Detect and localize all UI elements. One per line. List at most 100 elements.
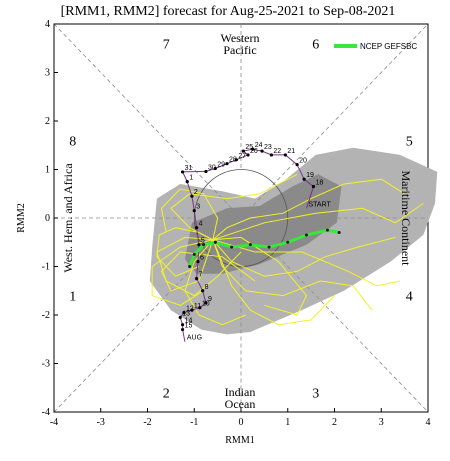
- observed-point-label: 21: [287, 148, 295, 155]
- x-tick-label: 3: [379, 417, 384, 428]
- observed-point-label: 19: [306, 172, 314, 179]
- y-tick-label: 4: [45, 19, 50, 30]
- chart-title: [RMM1, RMM2] forecast for Aug-25-2021 to…: [61, 4, 396, 19]
- y-tick-label: 2: [45, 116, 50, 127]
- observed-point: [194, 226, 199, 230]
- region-top-line2: Pacific: [223, 43, 256, 57]
- observed-point: [190, 308, 194, 312]
- observed-point: [194, 277, 199, 281]
- observed-point-label: 2: [194, 189, 198, 196]
- observed-point: [246, 153, 250, 157]
- observed-point-label: 10: [202, 301, 210, 308]
- region-bottom-line1: Indian: [225, 385, 256, 399]
- diagonal-line: [53, 23, 429, 413]
- x-tick-label: 1: [285, 417, 290, 428]
- region-labels: Western Pacific Indian Ocean West. Hem. …: [61, 31, 413, 411]
- observed-point-label: 13: [182, 310, 190, 317]
- ensemble-mean-point: [213, 240, 217, 244]
- observed-point: [269, 153, 273, 157]
- member-line: [160, 239, 256, 292]
- phase-label: 6: [312, 37, 319, 52]
- observed-point-label: 31: [185, 165, 193, 172]
- member-line: [212, 239, 373, 311]
- observed-point: [196, 260, 200, 264]
- member-line: [160, 188, 219, 240]
- x-tick-label: -3: [97, 417, 105, 428]
- member-line: [170, 173, 298, 241]
- spread-inner: [184, 174, 342, 274]
- member-line: [212, 236, 308, 316]
- ensemble-mean-point: [304, 233, 308, 237]
- legend-label: NCEP GEFSBC: [360, 42, 417, 51]
- y-tick-label: -1: [42, 262, 50, 273]
- observed-point-label: 27: [238, 153, 246, 160]
- ensemble-mean-line: [188, 240, 216, 268]
- observed-point: [178, 315, 182, 320]
- phase-guides: [53, 23, 429, 413]
- phase-label: 8: [69, 134, 76, 149]
- ensemble-mean-point: [188, 265, 192, 268]
- member-line: [156, 236, 242, 297]
- observed-point-label: 30: [208, 164, 216, 171]
- ensemble-members: [151, 173, 424, 326]
- x-axis-label: RMM1: [225, 435, 254, 446]
- phase-label: 7: [163, 37, 170, 52]
- observed-point-label: 14: [185, 318, 193, 325]
- observed-point-label: 25: [245, 144, 253, 151]
- x-tick-label: 4: [426, 417, 431, 428]
- region-left: West. Hem. and Africa: [61, 163, 75, 273]
- observed-point-label: 20: [299, 158, 307, 165]
- observed-point-label: 9: [208, 296, 212, 303]
- observed-point-label: 23: [264, 144, 272, 151]
- observed-point-label: 8: [205, 284, 209, 291]
- observed-point-label: 18: [315, 179, 323, 186]
- legend: NCEP GEFSBC: [334, 42, 417, 51]
- ensemble-mean-point: [192, 252, 196, 256]
- y-tick-label: 3: [45, 68, 50, 79]
- observed-point: [204, 301, 208, 305]
- member-line: [212, 239, 401, 287]
- phase-label: 5: [406, 134, 413, 149]
- observed-point: [251, 147, 255, 151]
- observed-point-label: 1: [189, 175, 193, 182]
- ensemble-mean-point: [230, 245, 234, 249]
- x-tick-label: -2: [143, 417, 151, 428]
- y-tick-label: 1: [45, 165, 50, 176]
- observed-point: [234, 158, 238, 162]
- ensemble-mean-point: [325, 228, 329, 232]
- observed-point: [204, 169, 208, 174]
- observed-point: [283, 153, 288, 157]
- observed-point-label: 28: [229, 157, 237, 164]
- ensemble-mean-point: [337, 231, 341, 235]
- ensemble-mean-line: [214, 228, 340, 249]
- observed-point: [197, 243, 201, 247]
- member-line: [184, 239, 246, 326]
- x-tick-label: -4: [50, 417, 58, 428]
- observed-point: [185, 180, 189, 184]
- x-tick-label: -1: [190, 417, 198, 428]
- observed-point-label: 29: [217, 162, 225, 169]
- region-top-line1: Western: [220, 31, 259, 45]
- observed-point: [180, 323, 185, 327]
- observed-point-label: 26: [250, 148, 258, 155]
- observed-point-label: 22: [273, 148, 281, 155]
- phase-label: 4: [406, 290, 413, 305]
- x-tick-label: 0: [239, 417, 244, 428]
- y-tick-label: 0: [45, 213, 50, 224]
- observed-point-label: 15: [185, 323, 193, 330]
- ensemble-mean-point: [267, 245, 271, 249]
- member-line: [151, 239, 214, 306]
- x-tick-label: 2: [332, 417, 337, 428]
- observed-point-label: 11: [194, 303, 201, 310]
- observed-point-label: 4: [199, 221, 203, 228]
- y-tick-label: -3: [42, 359, 50, 370]
- observed-point: [190, 194, 194, 198]
- observed-point: [213, 166, 217, 171]
- observed-point: [180, 327, 185, 332]
- observed-point: [295, 163, 299, 167]
- observed-track: START18192021222324252627282930311234567…: [178, 142, 331, 342]
- phase-label: 1: [69, 290, 76, 305]
